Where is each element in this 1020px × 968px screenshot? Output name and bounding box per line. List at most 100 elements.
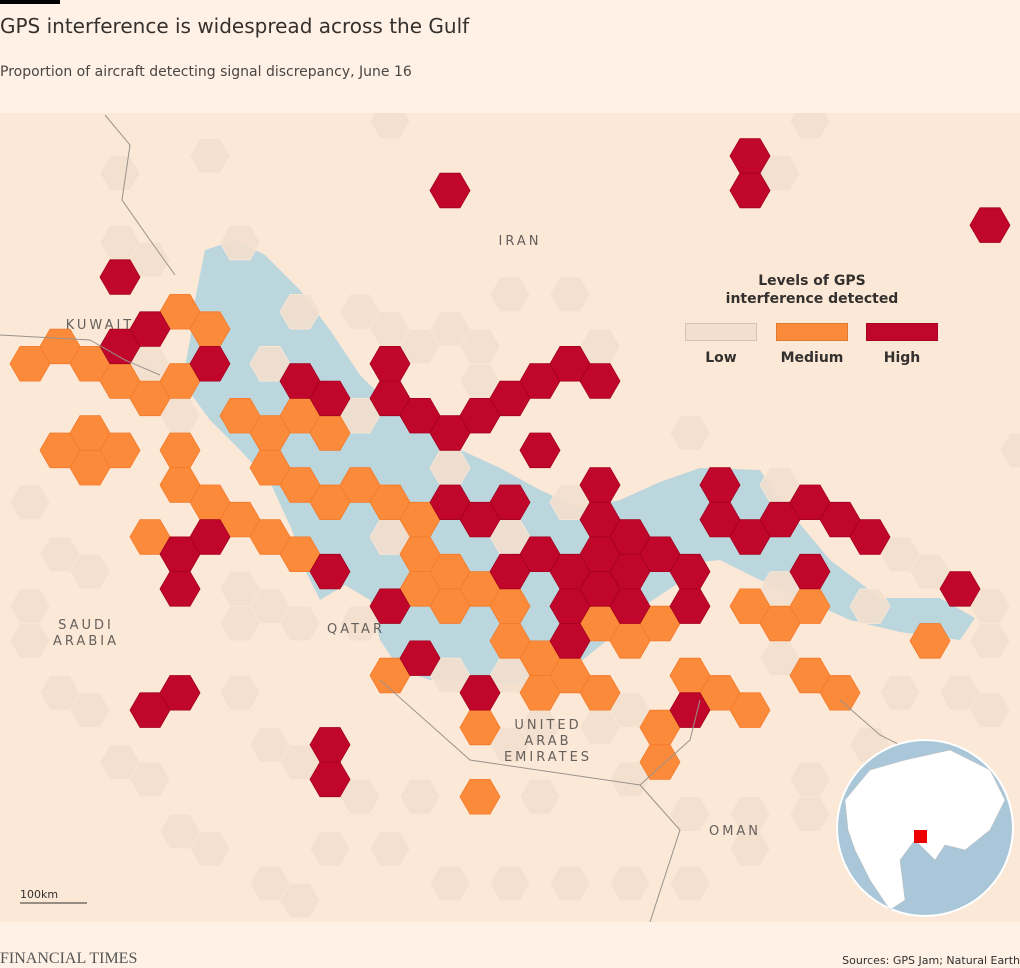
hex-cell xyxy=(99,155,141,191)
hex-cell xyxy=(879,675,921,711)
hex-cell xyxy=(189,519,231,555)
hex-cell xyxy=(99,432,141,469)
hex-cell xyxy=(969,692,1011,728)
hex-cell xyxy=(489,553,531,590)
country-label: SAUDI ARABIA xyxy=(53,618,119,649)
legend-label: Medium xyxy=(780,350,844,366)
legend-title: Levels of GPS interference detected xyxy=(725,273,899,307)
country-label: QATAR xyxy=(327,622,385,637)
hex-layer xyxy=(9,113,1020,919)
hex-cell xyxy=(969,623,1011,659)
country-label: OMAN xyxy=(708,824,762,839)
hex-cell xyxy=(519,779,561,815)
hex-cell xyxy=(669,796,711,832)
hex-cell xyxy=(219,224,261,261)
hex-cell xyxy=(639,744,681,780)
legend-swatch xyxy=(776,323,848,341)
hex-cell xyxy=(279,882,321,919)
brand: FINANCIAL TIMES xyxy=(0,950,138,967)
source: Sources: GPS Jam; Natural Earth xyxy=(842,954,1020,967)
hex-cell xyxy=(849,519,891,555)
hex-cell xyxy=(129,761,171,798)
hex-cell xyxy=(609,865,651,902)
hex-cell xyxy=(969,207,1011,243)
hex-cell xyxy=(69,692,111,728)
map-area xyxy=(0,113,1020,922)
legend-swatch xyxy=(685,323,757,341)
hex-cell xyxy=(99,259,141,295)
hex-cell xyxy=(399,779,441,815)
hex-cell xyxy=(489,484,531,520)
country-label: UNITED ARAB EMIRATES xyxy=(503,718,593,765)
locator-globe xyxy=(836,739,1014,917)
hex-cell xyxy=(369,831,411,867)
hex-cell xyxy=(789,553,831,590)
hex-cell xyxy=(429,484,471,520)
hex-cell xyxy=(219,675,261,711)
hex-cell xyxy=(669,588,711,624)
border xyxy=(0,334,161,376)
hex-cell xyxy=(129,692,171,728)
hex-cell xyxy=(69,553,111,590)
hex-cell xyxy=(489,276,531,313)
hex-cell xyxy=(729,692,771,728)
hex-cell xyxy=(549,623,591,659)
hex-cell xyxy=(489,865,531,902)
hex-cell xyxy=(519,675,561,711)
hex-cell xyxy=(309,761,351,798)
hex-cell xyxy=(459,779,501,815)
hex-cell xyxy=(939,571,981,607)
hex-cell xyxy=(429,865,471,902)
country-label: IRAN xyxy=(498,234,542,249)
borders xyxy=(0,114,901,922)
hex-cell xyxy=(189,138,231,174)
hex-cell xyxy=(849,588,891,624)
hex-cell xyxy=(999,432,1020,469)
border xyxy=(839,699,901,746)
hex-cell xyxy=(789,113,831,140)
hex-cell xyxy=(429,172,471,209)
legend-label: Low xyxy=(705,350,737,366)
hex-cell xyxy=(669,415,711,451)
hex-cell xyxy=(399,640,441,676)
hex-cell xyxy=(309,380,351,417)
hex-cell xyxy=(789,796,831,832)
hex-cell xyxy=(9,623,51,659)
legend-label: High xyxy=(883,350,921,366)
title: GPS interference is widespread across th… xyxy=(0,14,470,38)
hex-cell xyxy=(159,571,201,607)
hex-cell xyxy=(279,293,321,330)
hex-cell xyxy=(219,571,261,607)
hex-cell xyxy=(669,865,711,902)
border xyxy=(104,114,176,276)
hex-cell xyxy=(9,484,51,520)
hex-cell xyxy=(519,432,561,469)
hex-cell xyxy=(729,172,771,209)
hex-cell xyxy=(549,865,591,902)
hex-cell xyxy=(459,675,501,711)
scale-label: 100km xyxy=(20,888,59,901)
legend-swatch xyxy=(866,323,938,341)
locator-box xyxy=(914,830,927,843)
top-bar xyxy=(0,0,60,4)
hex-cell xyxy=(579,363,621,399)
hex-cell xyxy=(219,397,261,434)
country-label: KUWAIT xyxy=(65,318,135,333)
hex-cell xyxy=(369,588,411,624)
hex-cell xyxy=(129,311,171,347)
subtitle: Proportion of aircraft detecting signal … xyxy=(0,64,412,80)
hex-cell xyxy=(609,588,651,624)
hex-cell xyxy=(909,623,951,659)
hex-cell xyxy=(189,831,231,867)
hex-cell xyxy=(729,796,771,832)
hex-cell xyxy=(369,113,411,140)
hex-cell xyxy=(309,831,351,867)
hex-cell xyxy=(249,727,291,763)
hex-cell xyxy=(309,553,351,590)
hex-cell xyxy=(189,345,231,382)
border xyxy=(639,784,681,922)
hex-cell xyxy=(549,276,591,313)
hex-cell xyxy=(819,675,861,711)
